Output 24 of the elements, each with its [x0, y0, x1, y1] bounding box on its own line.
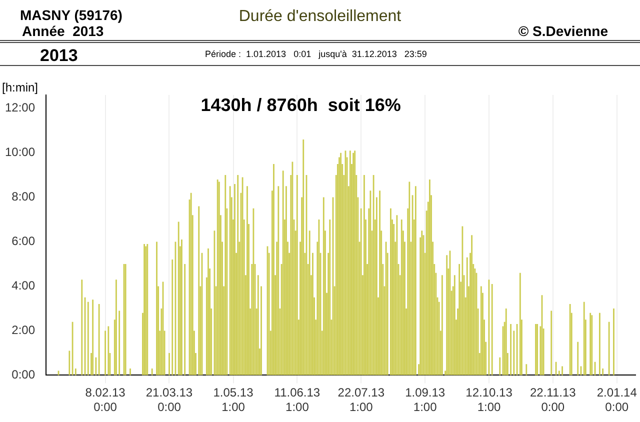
y-axis-title: [h:min] — [2, 80, 38, 94]
y-tick-label: 10:00 — [5, 145, 36, 160]
x-tick-label: 8.02.13 0:00 — [85, 386, 126, 414]
x-tick-label: 1.09.13 1:00 — [405, 386, 446, 414]
x-tick-label: 22.07.13 1:00 — [338, 386, 385, 414]
text: Année 2013 — [22, 23, 104, 39]
x-tick-label: 1.05.13 1:00 — [213, 386, 254, 414]
y-tick-label: 6:00 — [12, 234, 36, 248]
y-tick-label: 12:00 — [5, 100, 36, 115]
x-tick-label: 22.11.13 0:00 — [530, 386, 576, 414]
y-tick-label: 8:00 — [12, 190, 36, 204]
x-tick-label: 12.10.13 1:00 — [466, 386, 513, 414]
y-tick-label: 2:00 — [12, 323, 36, 338]
x-tick-label: 11.06.13 1:00 — [274, 386, 320, 414]
y-tick-label: 0:00 — [12, 368, 36, 382]
x-tick-label: 2.01.14 0:00 — [596, 386, 638, 414]
x-tick-label: 21.03.13 0:00 — [146, 386, 193, 414]
chart-title: Durée d'ensoleillement — [238, 8, 402, 25]
text: MASNY (59176) — [20, 7, 122, 23]
y-tick-label: 4:00 — [12, 278, 36, 293]
annotation: 1430h / 8760h soit 16% — [200, 94, 401, 115]
text: 2013 — [40, 46, 78, 66]
text: Période : 1.01.2013 0:01 jusqu'à 31.12.2013 23:59 — [205, 49, 427, 59]
text: © S.Devienne — [518, 23, 608, 39]
